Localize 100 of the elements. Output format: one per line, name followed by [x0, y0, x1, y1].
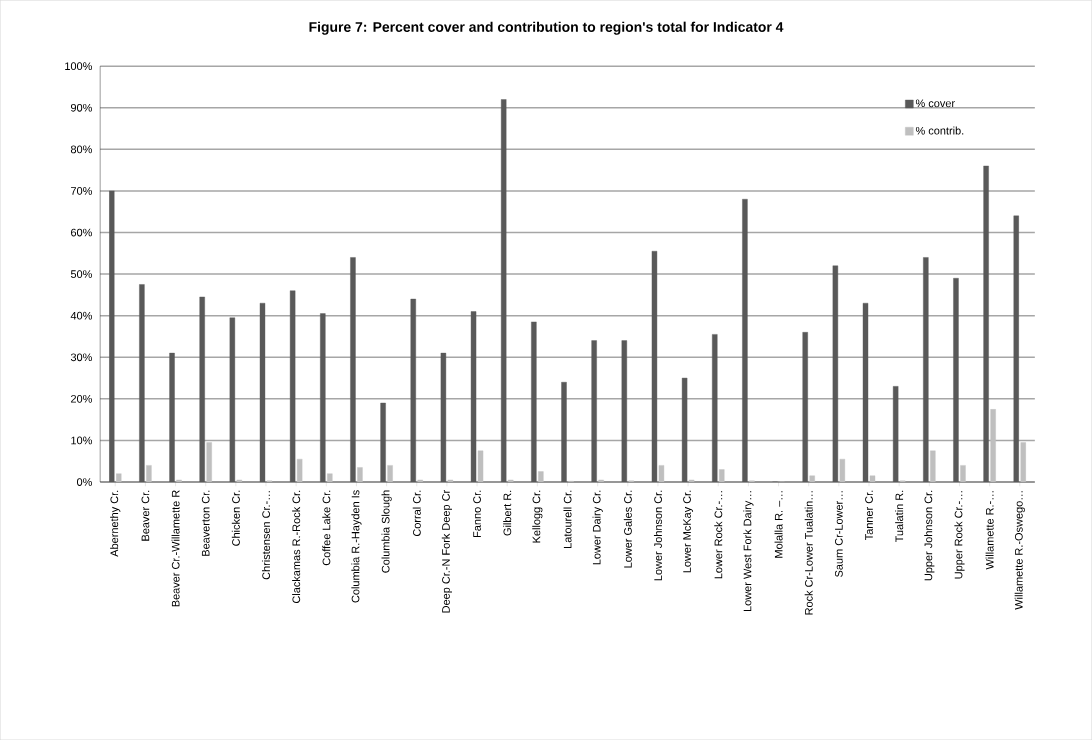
- x-tick-label: Lower Rock Cr.-…: [714, 491, 723, 579]
- bar: [658, 465, 665, 482]
- bar: [501, 99, 507, 482]
- bar: [561, 381, 567, 482]
- y-tick-label: 100%: [65, 62, 92, 70]
- bar: [357, 467, 363, 482]
- bar: [387, 465, 393, 482]
- bar: [1013, 215, 1019, 482]
- x-tick-label: Clackamas R.-Rock Cr.: [292, 490, 301, 603]
- x-tick-label: Lower Johnson Cr.: [653, 490, 662, 581]
- bar: [923, 257, 929, 482]
- bar: [930, 450, 936, 482]
- bar: [538, 471, 544, 482]
- y-tick-label: 20%: [71, 394, 92, 403]
- x-tick-label: Columbia Slough: [381, 490, 392, 573]
- x-tick-label: Rock Cr-Lower Tualatin…: [804, 491, 813, 615]
- y-tick-label: 50%: [70, 270, 92, 278]
- y-tick-label: 40%: [70, 311, 92, 320]
- x-tick-label: Willamette R.-…: [985, 491, 994, 570]
- x-tick-label: Saum Cr-Lower…: [834, 491, 843, 577]
- legend-label: % contrib.: [915, 126, 964, 135]
- y-tick-label: 10%: [71, 436, 92, 445]
- bar: [839, 458, 846, 482]
- x-tick-label: Gilbert R.: [503, 490, 512, 536]
- x-tick-label: Fanno Cr.: [473, 490, 481, 537]
- bar: [410, 298, 416, 482]
- bar: [146, 465, 152, 482]
- bar: [960, 465, 966, 482]
- bar: [417, 479, 423, 482]
- x-tick-label: Lower Dairy Cr.: [592, 490, 603, 565]
- bar: [508, 479, 514, 482]
- bar: [229, 317, 236, 482]
- x-tick-label: Lower Gales Cr.: [623, 490, 632, 568]
- x-tick-label: Beaver Cr.-Willamette R: [171, 490, 180, 607]
- bar: [236, 479, 243, 482]
- y-tick-label: 30%: [70, 353, 92, 362]
- y-tick-label: 60%: [71, 228, 92, 237]
- x-tick-label: Deep Cr.-N Fork Deep Cr: [441, 489, 452, 613]
- x-tick-label: Lower West Fork Dairy…: [743, 491, 754, 611]
- y-tick-label: 0%: [76, 478, 92, 486]
- bar: [169, 352, 175, 482]
- x-tick-label: Christensen Cr.-…: [261, 491, 271, 580]
- bar: [477, 450, 484, 482]
- bar: [688, 479, 695, 482]
- x-tick-label: Columbia R.-Hayden Is: [351, 490, 362, 603]
- y-tick-label: 80%: [70, 145, 92, 154]
- bar: [719, 469, 725, 482]
- y-tick-label: 90%: [70, 103, 92, 112]
- bar: [109, 190, 115, 482]
- x-tick-label: Beaverton Cr.: [201, 490, 210, 556]
- bar: [983, 165, 989, 482]
- x-tick-label: Corral Cr.: [412, 490, 421, 537]
- bar: [327, 473, 333, 482]
- bar: [832, 265, 839, 482]
- bar: [531, 321, 537, 482]
- bar: [320, 313, 326, 482]
- x-tick-label: Coffee Lake Cr.: [322, 490, 331, 566]
- bar: [862, 302, 869, 482]
- bar: [447, 479, 454, 482]
- x-tick-label: Kellogg Cr.: [532, 490, 543, 543]
- bar: [1020, 442, 1026, 482]
- bar: [742, 198, 748, 482]
- bar: [712, 334, 718, 482]
- bar: [892, 386, 899, 482]
- bar: [990, 408, 996, 482]
- bar: [380, 402, 386, 482]
- bar: [199, 296, 205, 482]
- x-tick-label: Molalla R. –…: [774, 491, 783, 558]
- y-tick-label: 70%: [71, 186, 92, 195]
- x-tick-label: Abernethy Cr.: [110, 490, 121, 557]
- x-tick-label: Upper Rock Cr.-…: [954, 491, 965, 579]
- bar: [176, 479, 182, 482]
- x-tick-label: Latourell Cr.: [563, 490, 572, 548]
- x-tick-label: Beaver Cr.: [141, 490, 150, 541]
- bar: [470, 311, 477, 482]
- bar: [206, 442, 212, 482]
- x-tick-label: Chicken Cr.: [231, 490, 240, 546]
- bar: [598, 479, 604, 482]
- bar: [869, 475, 876, 482]
- legend-label: % cover: [915, 99, 955, 108]
- bar: [296, 458, 303, 482]
- bar: [116, 473, 122, 482]
- bar: [289, 290, 296, 482]
- x-tick-label: Willamette R.-Oswego…: [1014, 491, 1025, 610]
- bar: [809, 475, 815, 482]
- x-tick-label: Lower McKay Cr.: [683, 490, 694, 573]
- bar: [802, 332, 808, 482]
- bar: [350, 257, 356, 482]
- x-tick-label: Tanner Cr.: [865, 490, 873, 541]
- bar: [591, 340, 597, 482]
- bar: [651, 250, 658, 482]
- bar: [440, 352, 447, 482]
- x-tick-label: Upper Johnson Cr.: [924, 490, 935, 581]
- bar: [681, 377, 688, 482]
- bar: [259, 302, 266, 482]
- bar: [953, 277, 959, 482]
- bar: [139, 284, 145, 482]
- x-tick-label: Tualatin R.: [895, 490, 904, 543]
- bar: [621, 340, 627, 482]
- chart-title: Figure 7: Percent cover and contribution to region's total for Indicator 4: [309, 21, 784, 35]
